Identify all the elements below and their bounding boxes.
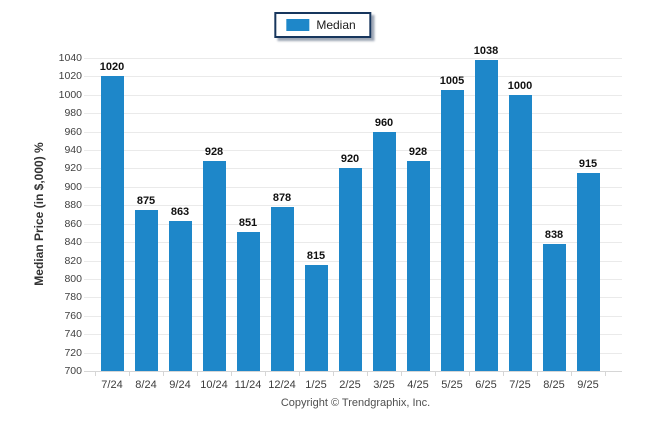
x-axis-label: 7/25 (509, 379, 531, 391)
x-axis-label: 8/25 (543, 379, 565, 391)
x-tick-mark (367, 372, 368, 376)
y-tick-label: 700 (64, 365, 82, 377)
bar-value-label: 815 (306, 250, 326, 263)
y-tick-label: 920 (64, 162, 82, 174)
x-tick-mark (401, 372, 402, 376)
bar-9-24 (168, 220, 192, 371)
y-tick-label: 840 (64, 236, 82, 248)
x-axis-label: 6/25 (475, 379, 497, 391)
bar-value-label: 920 (340, 153, 360, 166)
x-tick-mark (605, 372, 606, 376)
y-tick-label: 760 (64, 310, 82, 322)
x-axis-label: 5/25 (441, 379, 463, 391)
bar-12-24 (270, 207, 294, 371)
legend-label: Median (316, 18, 356, 32)
y-tick-label: 960 (64, 126, 82, 138)
x-axis-label: 12/24 (268, 379, 296, 391)
y-tick-label: 780 (64, 291, 82, 303)
legend: Median (274, 12, 372, 38)
y-tick-label: 900 (64, 181, 82, 193)
gridline (84, 95, 622, 96)
y-tick-label: 1020 (58, 70, 82, 82)
bar-4-25 (406, 161, 430, 371)
x-axis-label: 8/24 (135, 379, 157, 391)
bar-value-label: 960 (374, 116, 394, 129)
bar-5-25 (440, 90, 464, 371)
y-tick-label: 1000 (58, 89, 82, 101)
y-tick-label: 740 (64, 328, 82, 340)
y-tick-label: 940 (64, 144, 82, 156)
x-axis-label: 3/25 (373, 379, 395, 391)
x-axis-label: 9/24 (169, 379, 191, 391)
bar-10-24 (202, 161, 226, 371)
gridline (84, 150, 622, 151)
x-tick-mark (231, 372, 232, 376)
bar-value-label: 851 (238, 216, 258, 229)
x-tick-mark (197, 372, 198, 376)
bar-value-label: 1038 (473, 44, 499, 57)
x-tick-mark (469, 372, 470, 376)
bar-9-25 (576, 173, 600, 371)
bar-7-25 (508, 94, 532, 371)
y-tick-label: 880 (64, 199, 82, 211)
bar-value-label: 915 (578, 158, 598, 171)
x-axis-label: 10/24 (200, 379, 228, 391)
x-axis-label: 2/25 (339, 379, 361, 391)
x-tick-mark (537, 372, 538, 376)
x-tick-mark (435, 372, 436, 376)
bar-value-label: 863 (170, 205, 190, 218)
bar-value-label: 928 (408, 146, 428, 159)
x-axis-label: 7/24 (101, 379, 123, 391)
y-tick-label: 860 (64, 218, 82, 230)
bar-1-25 (304, 265, 328, 371)
x-tick-mark (163, 372, 164, 376)
x-tick-mark (299, 372, 300, 376)
y-tick-label: 800 (64, 273, 82, 285)
y-tick-label: 820 (64, 255, 82, 267)
x-axis-label: 4/25 (407, 379, 429, 391)
bar-value-label: 928 (204, 146, 224, 159)
legend-swatch-median (286, 19, 310, 31)
gridline (84, 76, 622, 77)
gridline (84, 113, 622, 114)
bar-value-label: 875 (136, 194, 156, 207)
bar-2-25 (338, 168, 362, 371)
x-axis-label: 11/24 (234, 379, 262, 391)
x-axis-label: 9/25 (577, 379, 599, 391)
gridline (84, 58, 622, 59)
y-tick-label: 720 (64, 347, 82, 359)
bar-value-label: 1005 (439, 75, 465, 88)
x-tick-mark (265, 372, 266, 376)
x-tick-mark (129, 372, 130, 376)
bar-value-label: 1020 (99, 61, 125, 74)
x-tick-mark (95, 372, 96, 376)
bar-value-label: 878 (272, 192, 292, 205)
y-tick-label: 1040 (58, 52, 82, 64)
bar-6-25 (474, 59, 498, 371)
x-tick-mark (571, 372, 572, 376)
copyright-text: Copyright © Trendgraphix, Inc. (280, 397, 431, 409)
bar-3-25 (372, 131, 396, 371)
bar-11-24 (236, 231, 260, 371)
x-axis-label: 1/25 (305, 379, 327, 391)
y-tick-label: 980 (64, 107, 82, 119)
bar-value-label: 1000 (507, 79, 533, 92)
x-tick-mark (333, 372, 334, 376)
gridline (84, 132, 622, 133)
bar-8-25 (542, 243, 566, 371)
x-axis-baseline (84, 371, 622, 372)
bar-8-24 (134, 209, 158, 371)
bar-value-label: 838 (544, 228, 564, 241)
bar-7-24 (100, 76, 124, 371)
x-tick-mark (503, 372, 504, 376)
